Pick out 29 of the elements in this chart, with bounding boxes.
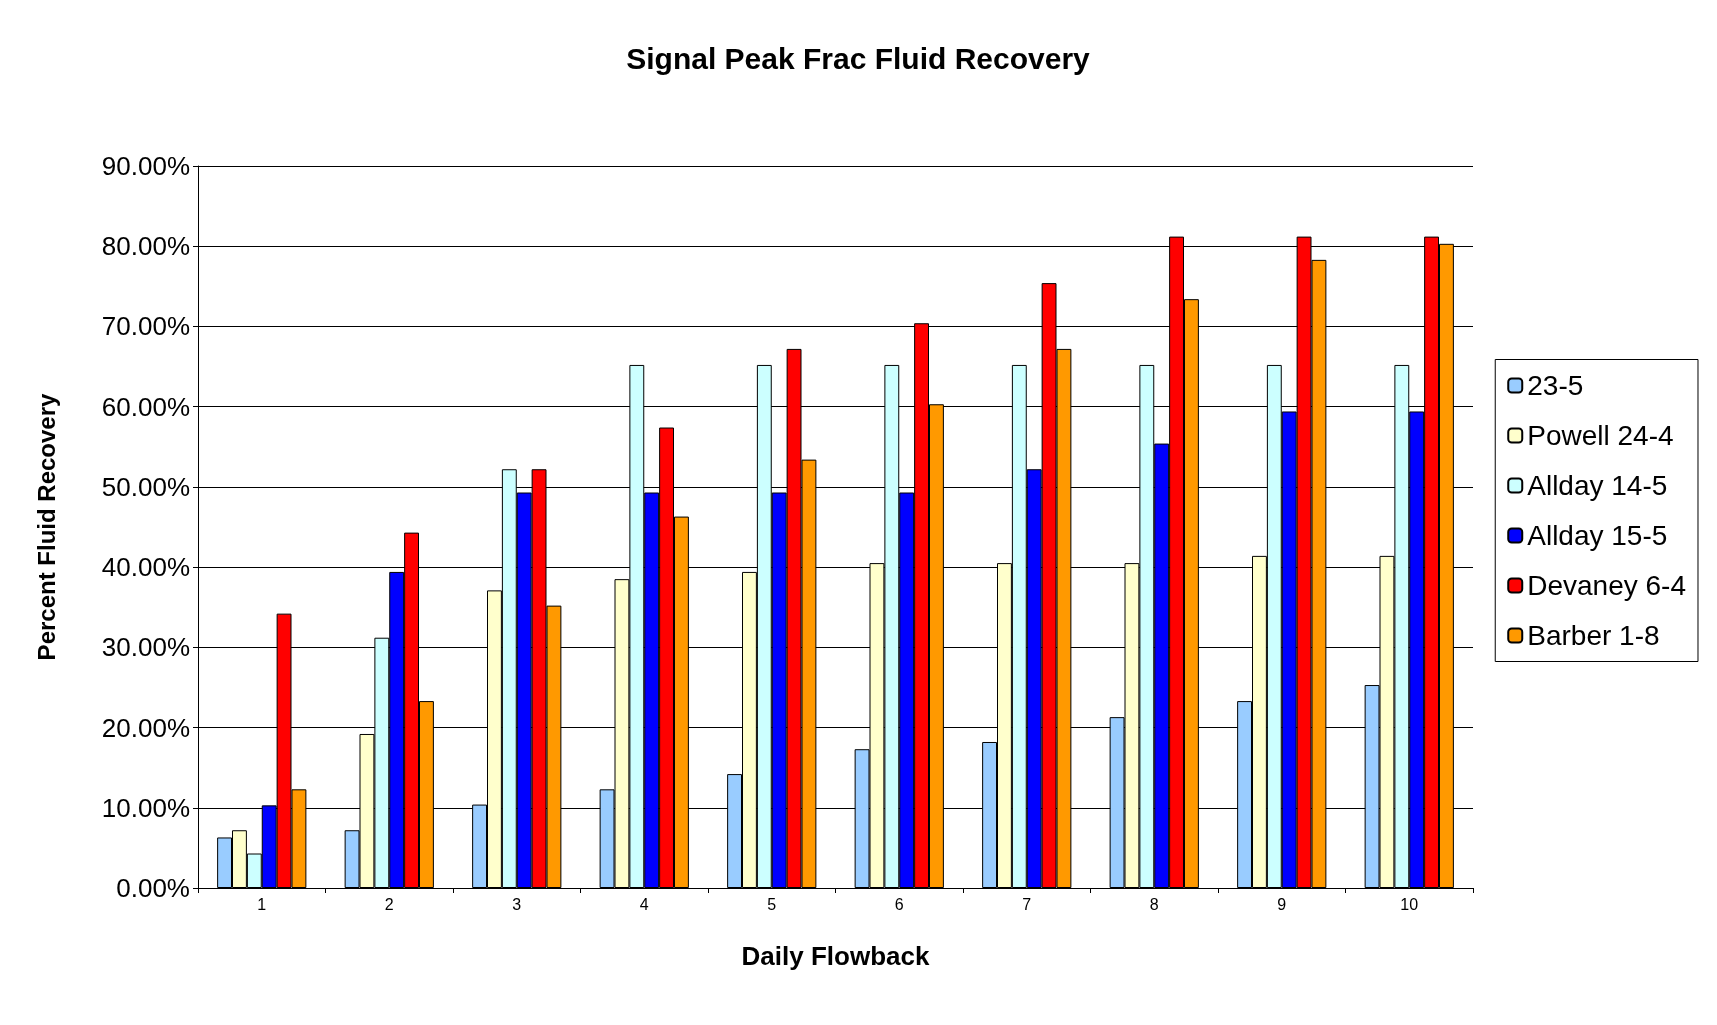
legend-label: Barber 1-8 — [1527, 620, 1660, 651]
y-tick-label: 80.00% — [101, 231, 190, 262]
x-tick-label: 1 — [257, 895, 267, 913]
x-tick-label: 8 — [1149, 895, 1159, 913]
legend-label: Powell 24-4 — [1527, 420, 1674, 451]
y-axis-title: Percent Fluid Recovery — [32, 392, 60, 661]
legend-label: Devaney 6-4 — [1527, 570, 1687, 601]
legend-label: Allday 15-5 — [1527, 520, 1668, 551]
chart-title: Signal Peak Frac Fluid Recovery — [626, 41, 1091, 75]
y-tick-label: 40.00% — [101, 552, 190, 583]
x-tick-label: 2 — [384, 895, 394, 913]
y-tick-label: 20.00% — [101, 712, 190, 743]
x-tick-label: 3 — [512, 895, 522, 913]
y-tick-label: 60.00% — [101, 391, 190, 422]
y-tick-label: 0.00% — [116, 873, 190, 903]
x-tick-label: 6 — [894, 895, 904, 913]
y-tick-label: 90.00% — [101, 151, 190, 181]
x-axis-title: Daily Flowback — [741, 941, 930, 971]
x-tick-label: 5 — [767, 895, 777, 913]
y-tick-label: 70.00% — [101, 311, 190, 342]
x-tick-label: 7 — [1022, 895, 1032, 913]
x-tick-label: 10 — [1400, 895, 1419, 913]
x-tick-label: 9 — [1277, 895, 1287, 913]
legend-label: 23-5 — [1527, 370, 1584, 401]
x-tick-label: 4 — [639, 895, 649, 913]
y-tick-label: 10.00% — [101, 792, 190, 823]
y-tick-label: 50.00% — [101, 471, 190, 502]
y-tick-label: 30.00% — [101, 632, 190, 663]
legend-label: Allday 14-5 — [1527, 470, 1668, 501]
